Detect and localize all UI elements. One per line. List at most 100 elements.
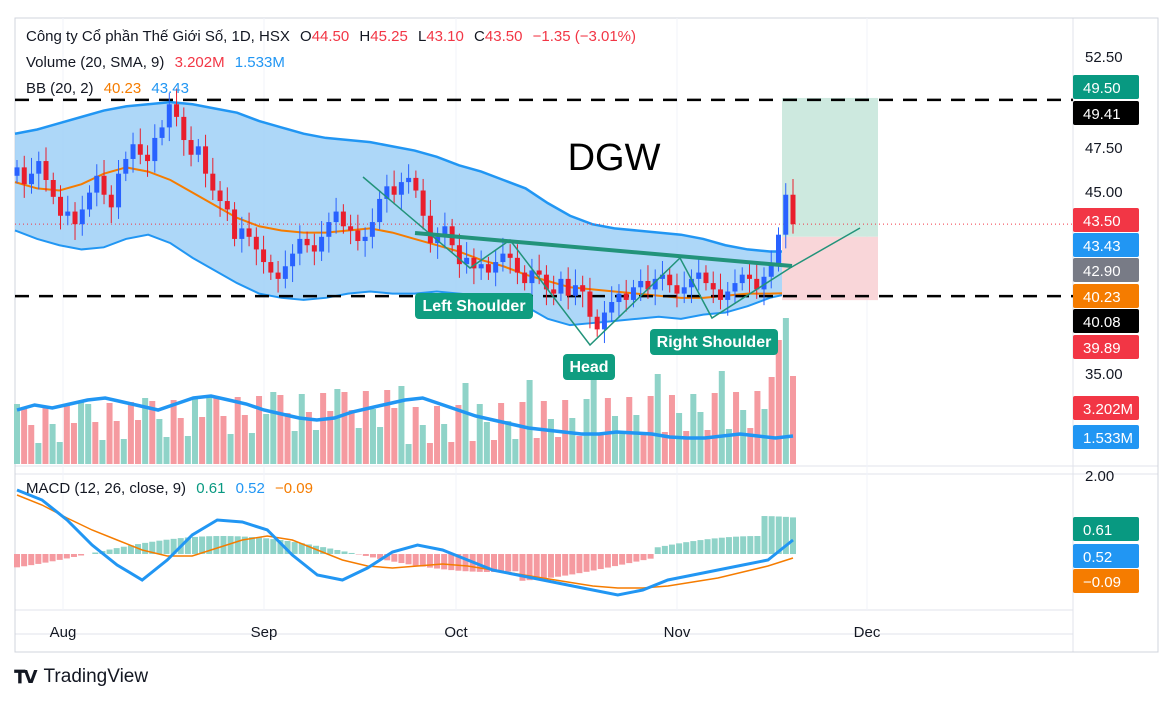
candle-body: [51, 180, 56, 197]
volume-value: 3.202M: [175, 54, 225, 71]
volume-bar: [427, 443, 433, 464]
volume-bar: [769, 377, 775, 464]
candle-body: [297, 239, 302, 254]
candle-body: [725, 292, 730, 300]
macd-histogram-bar: [235, 536, 241, 554]
macd-histogram-bar: [740, 536, 746, 554]
volume-bar: [28, 425, 34, 464]
volume-bar: [313, 430, 319, 464]
macd-histogram-bar: [28, 554, 34, 565]
volume-bar: [50, 424, 56, 464]
macd-histogram-bar: [448, 554, 454, 570]
candle-body: [486, 264, 491, 272]
volume-bar: [171, 400, 177, 464]
candle-body: [377, 199, 382, 222]
candle-body: [616, 294, 621, 302]
candle-body: [406, 178, 411, 182]
macd-histogram-bar: [584, 554, 590, 572]
macd-histogram-bar: [391, 554, 397, 562]
volume-bar: [640, 433, 646, 464]
right-shoulder-label: Right Shoulder: [657, 334, 772, 351]
price-tag-label: 43.43: [1083, 238, 1121, 255]
macd-histogram-bar: [370, 554, 376, 557]
legend-volume: Volume (20, SMA, 9) 3.202M 1.533M: [26, 54, 291, 71]
volume-bar: [334, 389, 340, 464]
volume-bar: [491, 440, 497, 464]
time-axis-label: Nov: [664, 624, 691, 641]
price-tag-label: 49.50: [1083, 80, 1121, 97]
volume-bar: [406, 444, 412, 464]
volume-bar: [569, 418, 575, 464]
macd-histogram-bar: [726, 537, 732, 554]
volume-bar: [548, 419, 554, 464]
macd-histogram-bar: [733, 537, 739, 554]
macd-histogram-bar: [114, 548, 120, 554]
macd-histogram-bar: [598, 554, 604, 569]
volume-bar: [320, 393, 326, 464]
macd-hist: 0.61: [196, 480, 225, 497]
legend-bb: BB (20, 2) 40.23 43.43: [26, 80, 195, 97]
volume-bar: [519, 402, 525, 464]
macd-histogram-bar: [697, 540, 703, 554]
macd-histogram-bar: [498, 554, 504, 572]
candle-body: [783, 195, 788, 235]
volume-bar: [292, 431, 298, 464]
volume-bar: [384, 390, 390, 464]
macd-histogram-bar: [541, 554, 547, 579]
volume-bar: [235, 397, 241, 464]
volume-bar: [164, 437, 170, 464]
ticker-title: DGW: [568, 137, 661, 179]
candle-body: [703, 273, 708, 284]
volume-bar: [413, 407, 419, 464]
candle-body: [102, 176, 107, 195]
bb-label: BB (20, 2): [26, 80, 94, 97]
candle-body: [602, 313, 607, 330]
price-tag-label: 1.533M: [1083, 430, 1133, 447]
candle-body: [167, 104, 172, 127]
volume-bar: [370, 409, 376, 464]
macd-histogram-bar: [35, 554, 41, 564]
tradingview-brand[interactable]: 𝐓𝗩 TradingView: [14, 666, 148, 688]
volume-bar: [619, 434, 625, 464]
high-value: H45.25: [359, 28, 407, 45]
macd-histogram-bar: [256, 538, 262, 554]
candle-body: [776, 235, 781, 264]
volume-bar: [790, 376, 796, 464]
macd-histogram-bar: [626, 554, 632, 563]
macd-histogram-bar: [14, 554, 20, 567]
candle-body: [283, 266, 288, 279]
macd-histogram-bar: [683, 542, 689, 554]
candle-body: [131, 144, 136, 159]
macd-histogram-bar: [669, 545, 675, 554]
macd-histogram-bar: [64, 554, 70, 558]
low-value: L43.10: [418, 28, 464, 45]
candle-body: [711, 283, 716, 289]
candle-body: [276, 273, 281, 279]
macd-histogram-bar: [512, 554, 518, 571]
volume-bar: [484, 422, 490, 464]
candle-body: [399, 182, 404, 195]
candle-body: [15, 167, 20, 175]
macd-histogram-bar: [555, 554, 561, 577]
candle-body: [80, 209, 85, 224]
candle-body: [65, 212, 70, 216]
macd-histogram-bar: [705, 539, 711, 554]
candle-body: [174, 104, 179, 117]
candle-body: [587, 292, 592, 317]
volume-bar: [349, 410, 355, 464]
macd-histogram-bar: [747, 536, 753, 554]
volume-bar: [121, 439, 127, 464]
brand-name: TradingView: [44, 666, 149, 688]
volume-bar: [156, 419, 162, 464]
volume-bar: [584, 399, 590, 464]
price-tag-label: 39.89: [1083, 340, 1121, 357]
candle-body: [355, 230, 360, 241]
candle-body: [595, 317, 600, 330]
candle-body: [29, 174, 34, 185]
macd-histogram-bar: [655, 547, 661, 554]
volume-bar: [299, 394, 305, 464]
candle-body: [740, 275, 745, 283]
volume-bar: [242, 415, 248, 464]
volume-label: Volume (20, SMA, 9): [26, 54, 164, 71]
